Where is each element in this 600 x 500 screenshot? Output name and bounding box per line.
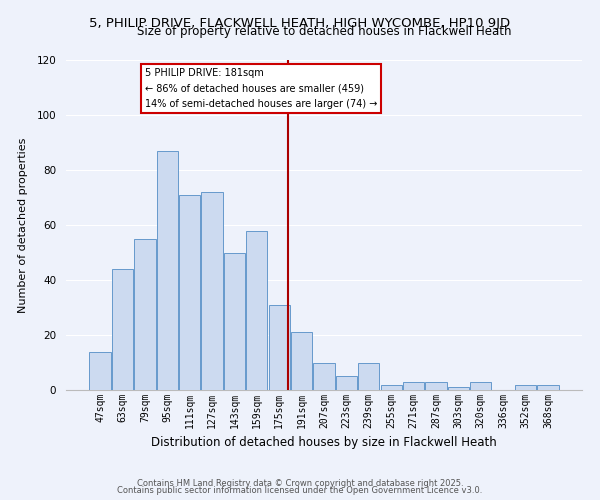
Bar <box>134 239 155 390</box>
Bar <box>425 382 446 390</box>
Bar <box>336 376 357 390</box>
Bar <box>358 362 379 390</box>
Bar <box>515 384 536 390</box>
Text: 5, PHILIP DRIVE, FLACKWELL HEATH, HIGH WYCOMBE, HP10 9JD: 5, PHILIP DRIVE, FLACKWELL HEATH, HIGH W… <box>89 18 511 30</box>
Bar <box>246 230 268 390</box>
Bar <box>291 332 312 390</box>
Bar <box>380 384 402 390</box>
X-axis label: Distribution of detached houses by size in Flackwell Heath: Distribution of detached houses by size … <box>151 436 497 450</box>
Bar <box>224 252 245 390</box>
Text: 5 PHILIP DRIVE: 181sqm
← 86% of detached houses are smaller (459)
14% of semi-de: 5 PHILIP DRIVE: 181sqm ← 86% of detached… <box>145 68 377 110</box>
Bar <box>448 387 469 390</box>
Bar <box>269 304 290 390</box>
Bar <box>403 382 424 390</box>
Y-axis label: Number of detached properties: Number of detached properties <box>18 138 28 312</box>
Text: Contains HM Land Registry data © Crown copyright and database right 2025.: Contains HM Land Registry data © Crown c… <box>137 478 463 488</box>
Bar <box>157 151 178 390</box>
Bar <box>202 192 223 390</box>
Bar <box>313 362 335 390</box>
Bar <box>179 194 200 390</box>
Bar <box>112 269 133 390</box>
Bar <box>537 384 559 390</box>
Text: Contains public sector information licensed under the Open Government Licence v3: Contains public sector information licen… <box>118 486 482 495</box>
Bar <box>89 352 111 390</box>
Title: Size of property relative to detached houses in Flackwell Heath: Size of property relative to detached ho… <box>137 25 511 38</box>
Bar <box>470 382 491 390</box>
